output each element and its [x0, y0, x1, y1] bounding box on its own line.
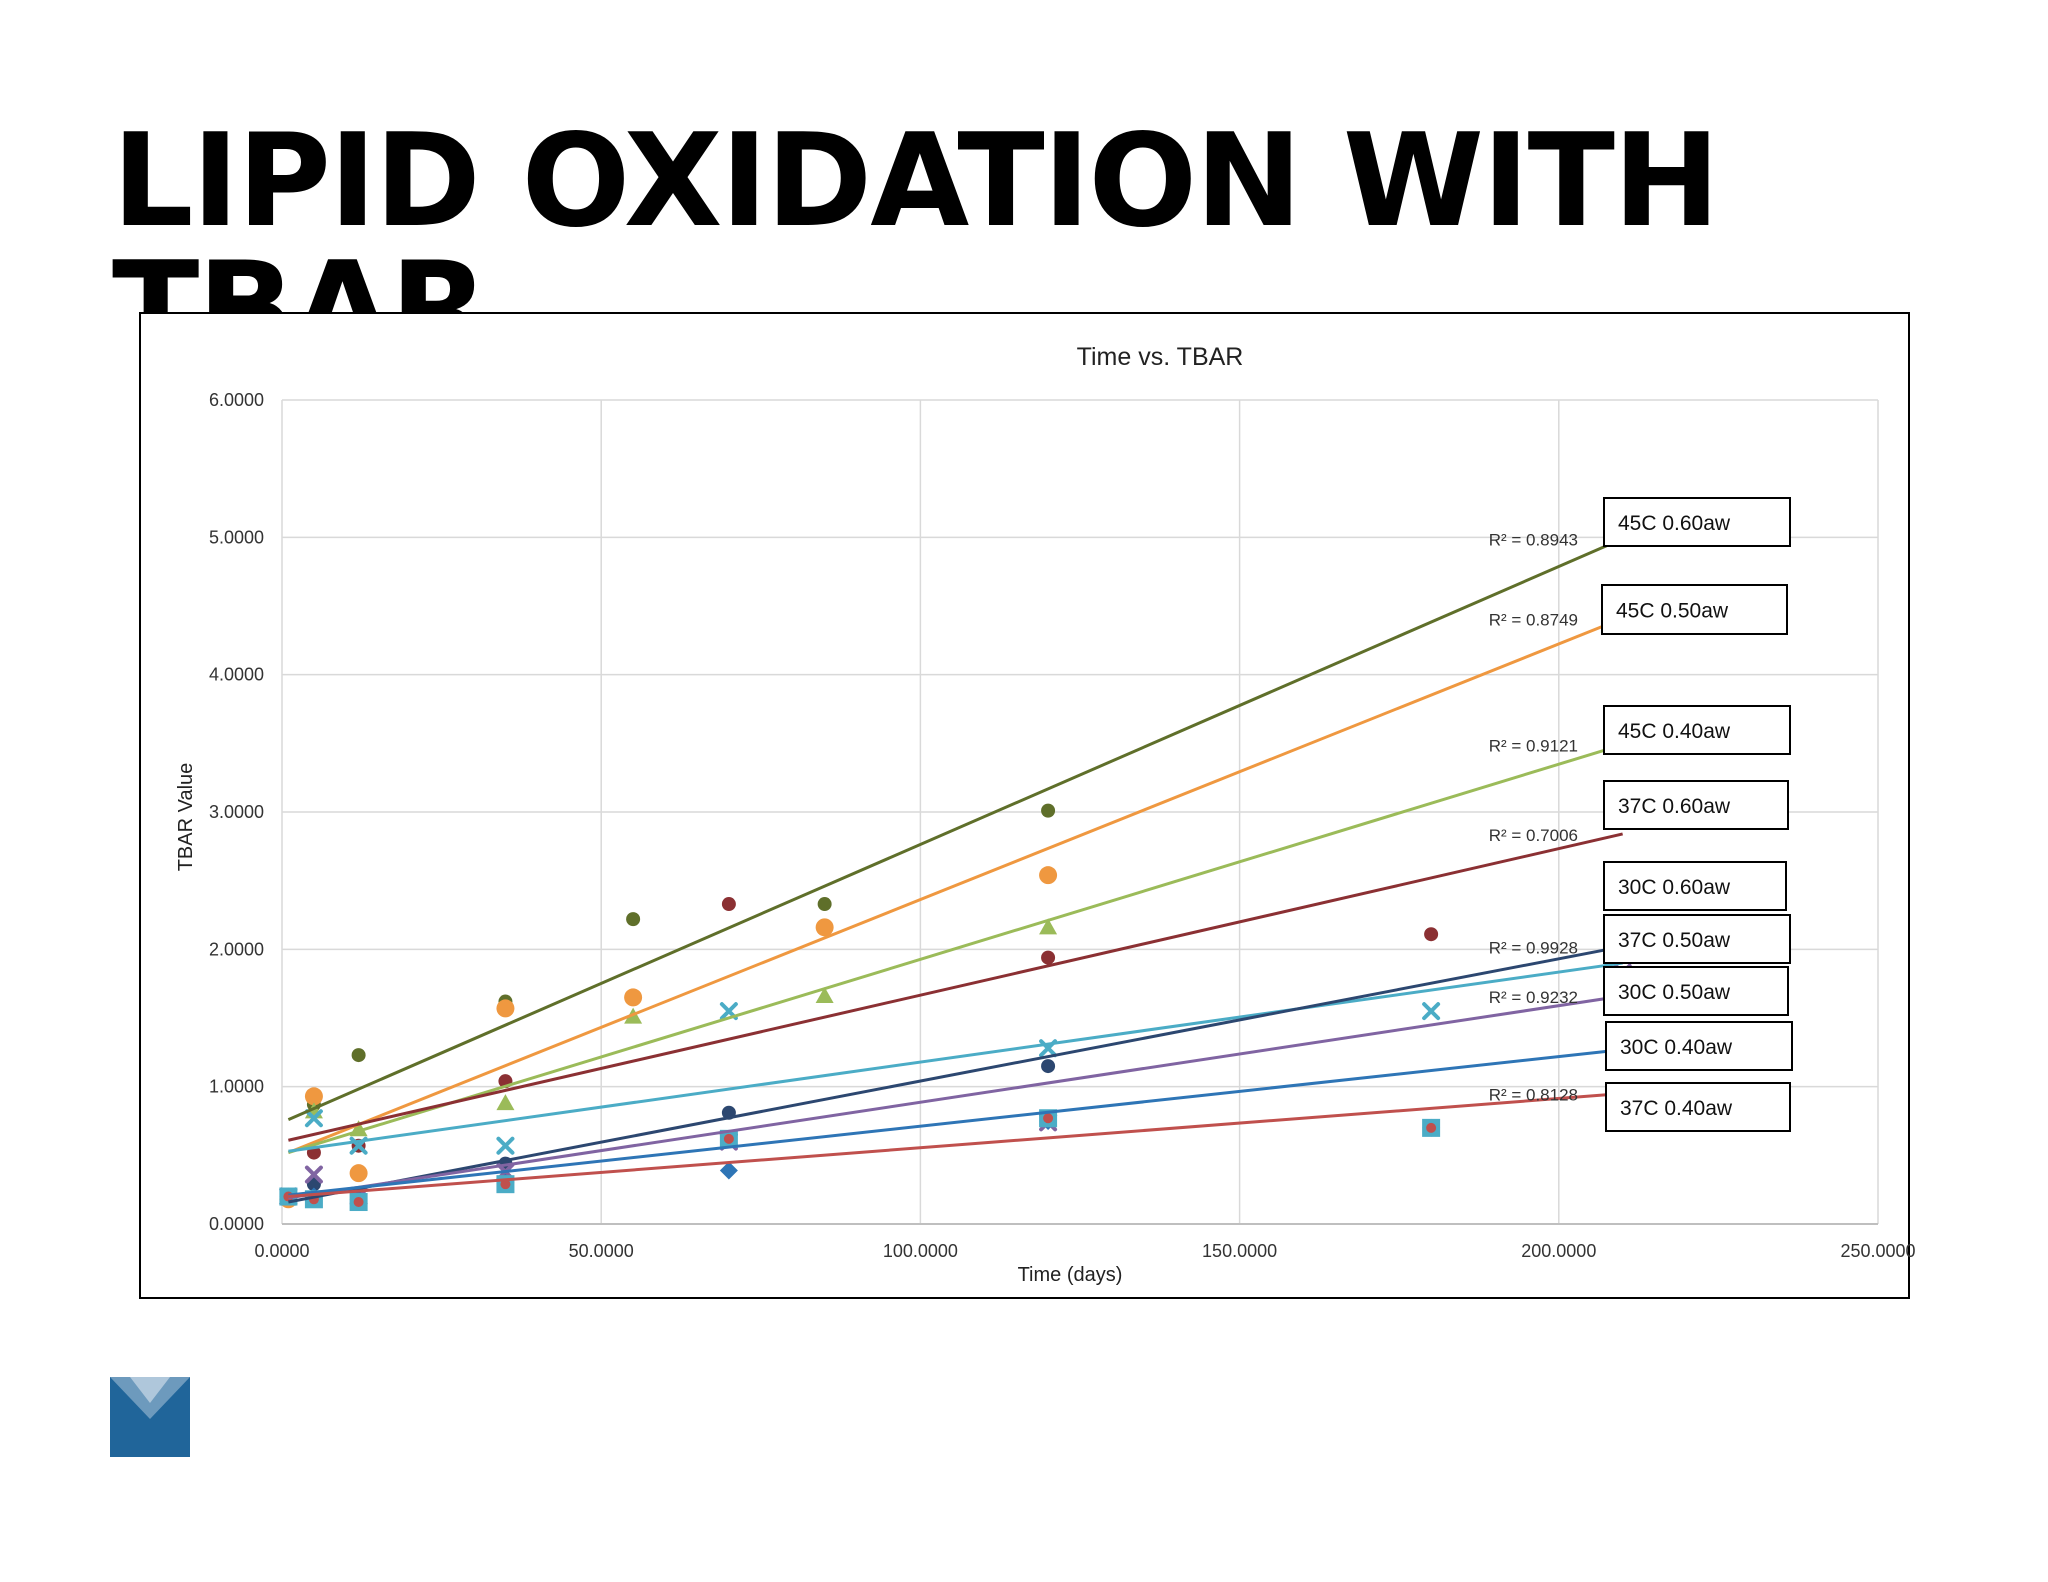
data-point	[817, 897, 832, 912]
data-point	[624, 988, 643, 1007]
trendline	[287, 537, 1624, 1122]
trendline	[288, 994, 1623, 1200]
x-tick-label: 100.0000	[883, 1241, 958, 1261]
y-tick-label: 3.0000	[209, 802, 264, 822]
data-point	[500, 1179, 511, 1190]
data-point	[1041, 803, 1056, 818]
data-point	[626, 912, 641, 927]
legend-label: 37C 0.50aw	[1618, 929, 1731, 952]
trendline	[288, 832, 1623, 1142]
r-squared-label: R² = 0.7006	[1489, 826, 1578, 845]
legend-box	[1605, 1082, 1791, 1132]
data-point	[1039, 866, 1058, 885]
legend-box	[1603, 497, 1791, 547]
legend-label: 30C 0.40aw	[1620, 1036, 1733, 1059]
y-tick-label: 2.0000	[209, 939, 264, 959]
legend-label: 45C 0.60aw	[1618, 512, 1731, 535]
legend-label: 37C 0.40aw	[1620, 1097, 1733, 1120]
page-title: LIPID OXIDATION WITH TBAR	[112, 107, 1720, 384]
legend-box	[1603, 914, 1791, 964]
y-tick-label: 5.0000	[209, 527, 264, 547]
data-point	[1426, 1122, 1437, 1133]
data-point	[351, 1048, 366, 1063]
legend-box	[1603, 705, 1791, 755]
r-squared-label: R² = 0.8943	[1489, 531, 1578, 550]
trendline	[287, 743, 1624, 1155]
y-tick-label: 0.0000	[209, 1214, 264, 1234]
data-point	[496, 1094, 515, 1111]
y-tick-label: 4.0000	[209, 665, 264, 685]
data-point	[719, 1161, 738, 1180]
blue-square-v-logo-icon	[110, 1377, 190, 1457]
legend-box	[1603, 780, 1789, 830]
trendline	[288, 945, 1623, 1204]
data-point	[721, 897, 736, 912]
y-axis-label: TBAR Value	[175, 763, 197, 872]
data-point	[815, 987, 834, 1004]
data-point	[304, 1109, 323, 1128]
trendline	[288, 1092, 1623, 1199]
r-squared-label: R² = 0.8128	[1489, 1086, 1578, 1105]
legend-box	[1603, 966, 1789, 1016]
legend-label: 30C 0.50aw	[1618, 981, 1731, 1004]
y-tick-label: 1.0000	[209, 1077, 264, 1097]
data-point	[1424, 927, 1439, 942]
data-point	[496, 1136, 515, 1155]
r-squared-label: R² = 0.9928	[1489, 939, 1578, 958]
legend-box	[1601, 584, 1788, 635]
data-point	[1043, 1113, 1054, 1124]
data-point	[304, 1165, 323, 1184]
trendline	[287, 616, 1624, 1154]
y-tick-label: 6.0000	[209, 390, 264, 410]
data-point	[496, 999, 515, 1018]
data-point	[723, 1133, 734, 1144]
r-squared-label: R² = 0.8749	[1489, 610, 1578, 629]
x-tick-label: 50.0000	[569, 1241, 634, 1261]
x-tick-label: 150.0000	[1202, 1241, 1277, 1261]
chart-title: Time vs. TBAR	[1077, 343, 1244, 371]
x-tick-label: 250.0000	[1840, 1241, 1915, 1261]
legend-label: 45C 0.40aw	[1618, 720, 1731, 743]
x-tick-label: 0.0000	[254, 1241, 309, 1261]
x-tick-label: 200.0000	[1521, 1241, 1596, 1261]
data-point	[353, 1197, 364, 1208]
x-axis-label: Time (days)	[1018, 1264, 1123, 1286]
legend-label: 45C 0.50aw	[1616, 600, 1729, 623]
trendline	[288, 1048, 1623, 1197]
r-squared-label: R² = 0.9232	[1489, 988, 1578, 1007]
legend-box	[1603, 861, 1787, 911]
data-point	[1039, 918, 1058, 935]
legend-label: 37C 0.60aw	[1618, 795, 1731, 818]
data-point	[1422, 1002, 1441, 1021]
trendline	[288, 961, 1623, 1153]
legend-box	[1605, 1021, 1793, 1071]
data-point	[1041, 1059, 1056, 1074]
data-point	[349, 1164, 368, 1183]
data-point	[815, 918, 834, 937]
r-squared-label: R² = 0.9121	[1489, 737, 1578, 756]
data-point	[304, 1087, 323, 1106]
data-point	[1041, 950, 1056, 965]
legend-label: 30C 0.60aw	[1618, 876, 1731, 899]
